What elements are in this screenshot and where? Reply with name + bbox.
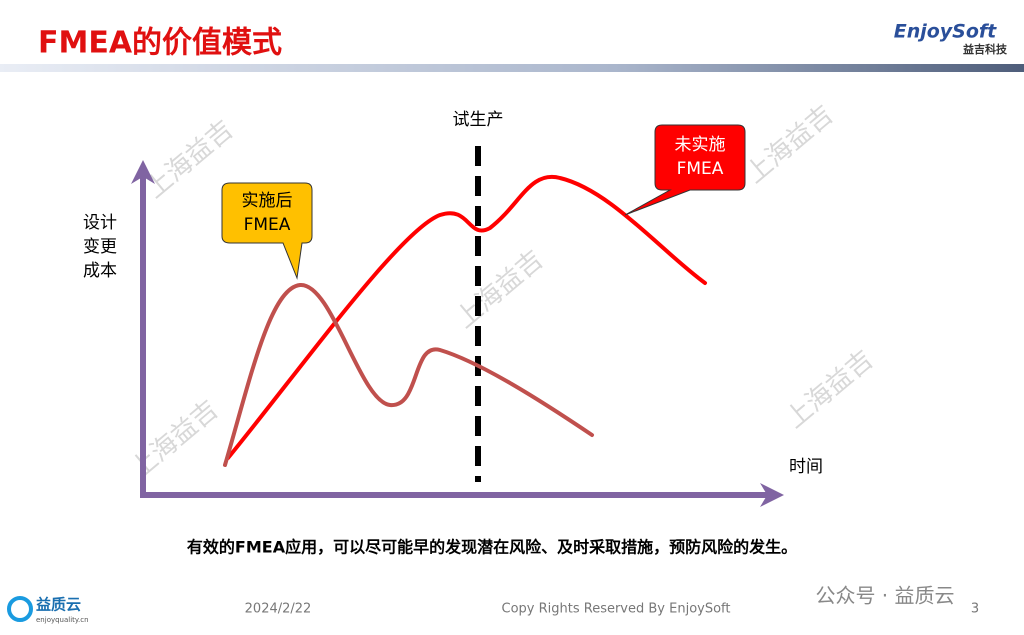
x-axis-label: 时间	[789, 457, 823, 477]
wechat-watermark: 公众号 · 益质云	[815, 584, 954, 608]
curve-after	[223, 282, 594, 467]
y-axis-label: 设计	[83, 213, 117, 233]
watermark: 上海益吉	[740, 100, 839, 190]
logo-name: EnjoySoft	[894, 21, 997, 43]
title-bar	[0, 64, 1024, 72]
y-axis-label: 变更	[83, 237, 117, 257]
slide-title: FMEA的价值模式	[38, 26, 282, 61]
brand-url: enjoyquality.cn	[36, 616, 89, 624]
brand-icon	[7, 596, 33, 622]
marker-label: 试生产	[453, 110, 504, 130]
callout-after-text: FMEA	[244, 215, 291, 235]
copyright: Copy Rights Reserved By EnjoySoft	[502, 602, 731, 617]
callout-before-text: FMEA	[677, 159, 724, 179]
callout-before-text: 未实施	[675, 135, 726, 155]
y-axis-label: 成本	[83, 261, 117, 281]
callout-before	[624, 124, 746, 216]
brand: 益质云	[36, 596, 81, 614]
watermark: 上海益吉	[780, 345, 879, 435]
curve-before	[226, 174, 707, 460]
callout-after	[221, 182, 313, 280]
date: 2024/2/22	[245, 602, 312, 617]
logo-subtitle: 益吉科技	[963, 42, 1008, 56]
page-number: 3	[971, 602, 979, 617]
callout-after-text: 实施后	[242, 191, 293, 211]
caption: 有效的FMEA应用，可以尽可能早的发现潜在风险、及时采取措施，预防风险的发生。	[187, 538, 797, 557]
watermark: 上海益吉	[450, 245, 549, 335]
